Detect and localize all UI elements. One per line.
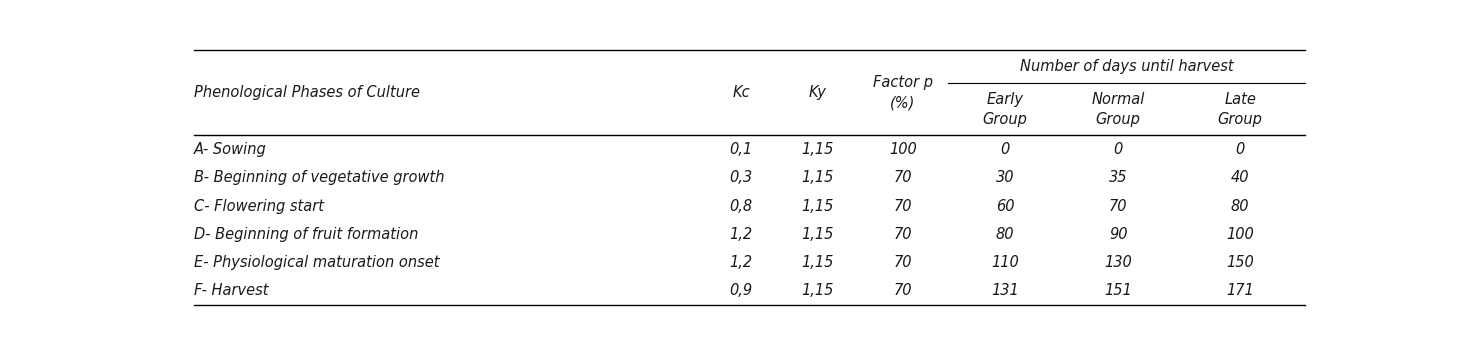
Text: B- Beginning of vegetative growth: B- Beginning of vegetative growth <box>195 170 445 185</box>
Text: F- Harvest: F- Harvest <box>195 283 269 298</box>
Text: 1,15: 1,15 <box>802 227 834 242</box>
Text: Ky: Ky <box>809 85 827 100</box>
Text: 90: 90 <box>1109 227 1128 242</box>
Text: 0,8: 0,8 <box>730 199 753 214</box>
Text: 1,15: 1,15 <box>802 199 834 214</box>
Text: 1,15: 1,15 <box>802 170 834 185</box>
Text: 150: 150 <box>1226 255 1254 270</box>
Text: 40: 40 <box>1230 170 1249 185</box>
Text: 70: 70 <box>894 255 911 270</box>
Text: 1,2: 1,2 <box>730 227 753 242</box>
Text: 0: 0 <box>1001 142 1009 157</box>
Text: 1,15: 1,15 <box>802 283 834 298</box>
Text: 110: 110 <box>990 255 1018 270</box>
Text: Late
Group: Late Group <box>1217 92 1263 126</box>
Text: 131: 131 <box>990 283 1018 298</box>
Text: 100: 100 <box>1226 227 1254 242</box>
Text: 1,15: 1,15 <box>802 142 834 157</box>
Text: A- Sowing: A- Sowing <box>195 142 266 157</box>
Text: 70: 70 <box>894 199 911 214</box>
Text: 0,3: 0,3 <box>730 170 753 185</box>
Text: Factor p
(%): Factor p (%) <box>873 75 933 110</box>
Text: Phenological Phases of Culture: Phenological Phases of Culture <box>195 85 420 100</box>
Text: E- Physiological maturation onset: E- Physiological maturation onset <box>195 255 440 270</box>
Text: 130: 130 <box>1105 255 1132 270</box>
Text: Kc: Kc <box>733 85 751 100</box>
Text: 151: 151 <box>1105 283 1132 298</box>
Text: 0,9: 0,9 <box>730 283 753 298</box>
Text: 35: 35 <box>1109 170 1128 185</box>
Text: 70: 70 <box>894 227 911 242</box>
Text: Early
Group: Early Group <box>983 92 1027 126</box>
Text: 60: 60 <box>996 199 1014 214</box>
Text: D- Beginning of fruit formation: D- Beginning of fruit formation <box>195 227 418 242</box>
Text: 0: 0 <box>1113 142 1124 157</box>
Text: 1,15: 1,15 <box>802 255 834 270</box>
Text: C- Flowering start: C- Flowering start <box>195 199 325 214</box>
Text: 30: 30 <box>996 170 1014 185</box>
Text: Number of days until harvest: Number of days until harvest <box>1020 59 1233 74</box>
Text: 1,2: 1,2 <box>730 255 753 270</box>
Text: 70: 70 <box>894 283 911 298</box>
Text: 0: 0 <box>1236 142 1245 157</box>
Text: 70: 70 <box>894 170 911 185</box>
Text: Normal
Group: Normal Group <box>1091 92 1146 126</box>
Text: 70: 70 <box>1109 199 1128 214</box>
Text: 0,1: 0,1 <box>730 142 753 157</box>
Text: 171: 171 <box>1226 283 1254 298</box>
Text: 100: 100 <box>890 142 917 157</box>
Text: 80: 80 <box>996 227 1014 242</box>
Text: 80: 80 <box>1230 199 1249 214</box>
